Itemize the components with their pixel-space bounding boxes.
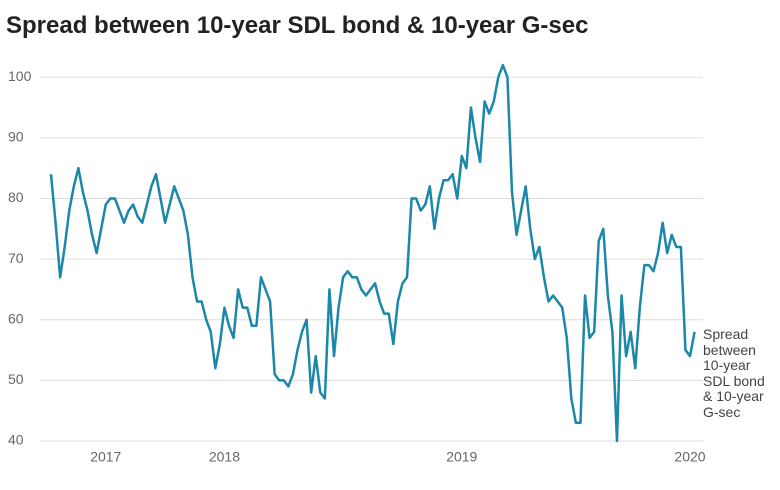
y-tick-label: 90 <box>8 129 24 145</box>
data-line <box>49 63 696 443</box>
x-tick-label: 2020 <box>674 449 705 465</box>
x-tick-label: 2017 <box>90 449 121 465</box>
y-tick-label: 100 <box>8 68 32 84</box>
line-end-label: Spread between 10-year SDL bond & 10-yea… <box>703 326 765 420</box>
x-tick-label: 2018 <box>209 449 240 465</box>
y-tick-label: 60 <box>8 310 24 326</box>
y-tick-label: 70 <box>8 250 24 266</box>
y-tick-label: 40 <box>8 432 24 448</box>
chart-title: Spread between 10-year SDL bond & 10-yea… <box>6 12 588 39</box>
x-tick-label: 2019 <box>446 449 477 465</box>
y-tick-label: 80 <box>8 189 24 205</box>
y-tick-label: 50 <box>8 371 24 387</box>
